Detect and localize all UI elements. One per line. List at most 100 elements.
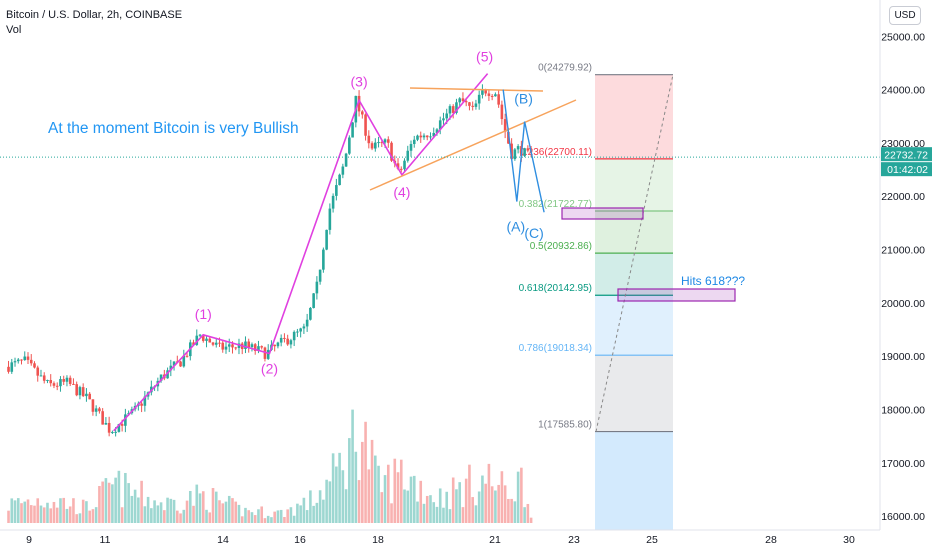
volume-bar bbox=[481, 475, 484, 523]
volume-bar bbox=[383, 475, 387, 523]
candle-body bbox=[474, 103, 478, 107]
fib-trend-line bbox=[595, 74, 674, 432]
fib-level-label: 0.382(21722.77) bbox=[519, 199, 592, 210]
volume-bar bbox=[10, 498, 14, 523]
volume-bar bbox=[416, 501, 419, 523]
volume-bar bbox=[104, 478, 108, 523]
time-tick-label: 14 bbox=[217, 534, 229, 546]
volume-bar bbox=[312, 505, 315, 523]
time-tick-label: 23 bbox=[568, 534, 580, 546]
volume-bar bbox=[253, 515, 257, 523]
candle-body bbox=[218, 342, 221, 344]
candle-body bbox=[182, 355, 186, 367]
volume-bar bbox=[133, 489, 137, 523]
volume-bar bbox=[120, 507, 124, 523]
candle-body bbox=[208, 338, 212, 343]
last-price-tag[interactable] bbox=[881, 147, 932, 162]
candle-body bbox=[396, 163, 400, 169]
candle-body bbox=[211, 342, 215, 345]
volume-bar bbox=[65, 508, 69, 523]
fib-zone bbox=[595, 158, 673, 212]
fib-level-label: 0.618(20142.95) bbox=[519, 283, 592, 294]
volume-bar bbox=[526, 503, 530, 523]
volume-bar bbox=[497, 484, 500, 523]
volume-bar bbox=[335, 466, 338, 523]
candle-body bbox=[266, 349, 270, 359]
candle-body bbox=[250, 344, 254, 348]
volume-bar bbox=[412, 475, 416, 523]
candle-body bbox=[59, 379, 62, 387]
volume-bar bbox=[494, 490, 497, 523]
volume-bar bbox=[88, 510, 91, 523]
fib-level-label: 0.5(20932.86) bbox=[530, 241, 592, 252]
volume-bar bbox=[425, 495, 429, 523]
candle-body bbox=[94, 408, 98, 412]
candle-body bbox=[380, 142, 384, 144]
candle-body bbox=[338, 174, 341, 186]
volume-bar bbox=[325, 479, 328, 523]
candle-body bbox=[299, 328, 302, 332]
fib-level-label: 0.786(19018.34) bbox=[519, 343, 592, 354]
candle-body bbox=[416, 135, 419, 140]
volume-bar bbox=[270, 517, 273, 523]
volume-bar bbox=[214, 491, 218, 523]
candle-body bbox=[435, 129, 439, 133]
candle-body bbox=[438, 120, 442, 130]
volume-bar bbox=[114, 477, 117, 523]
volume-bar bbox=[169, 498, 173, 523]
volume-bar bbox=[227, 495, 231, 523]
candle-body bbox=[432, 132, 436, 137]
plot-area[interactable] bbox=[0, 0, 880, 530]
candle-body bbox=[374, 142, 377, 149]
candle-body bbox=[273, 344, 276, 347]
volume-bar bbox=[448, 509, 452, 523]
volume-bar bbox=[357, 480, 361, 523]
volume-bar bbox=[500, 471, 504, 523]
time-tick-label: 18 bbox=[372, 534, 384, 546]
candle-body bbox=[513, 149, 517, 160]
wave-label-c: (C) bbox=[524, 225, 543, 241]
elliott-wave-path bbox=[113, 73, 489, 432]
wave-label-2: (2) bbox=[261, 360, 278, 376]
volume-bar bbox=[33, 505, 36, 523]
resistance-trendline bbox=[409, 87, 544, 92]
target-box-382[interactable] bbox=[561, 207, 644, 220]
volume-bar bbox=[338, 452, 341, 523]
volume-bar bbox=[351, 409, 354, 523]
volume-bar bbox=[39, 505, 43, 523]
volume-bar bbox=[374, 455, 377, 523]
candle-body bbox=[344, 153, 348, 167]
candle-body bbox=[312, 293, 315, 308]
volume-bar bbox=[211, 488, 215, 523]
fib-level-label: 1(17585.80) bbox=[538, 420, 592, 431]
price-tick-label: 23000.00 bbox=[881, 138, 925, 150]
volume-bar bbox=[396, 472, 400, 523]
candle-body bbox=[124, 414, 127, 426]
currency-button[interactable]: USD bbox=[889, 6, 921, 25]
volume-bar bbox=[159, 502, 163, 523]
candle-body bbox=[361, 111, 364, 115]
candle-body bbox=[224, 346, 228, 350]
candle-body bbox=[244, 341, 247, 350]
volume-bar bbox=[461, 507, 465, 523]
candle-body bbox=[104, 422, 108, 425]
volume-bar bbox=[451, 477, 455, 523]
volume-bar bbox=[72, 498, 75, 523]
volume-bar bbox=[107, 482, 111, 523]
volume-bar bbox=[150, 508, 153, 523]
candle-body bbox=[448, 106, 452, 114]
volume-bar bbox=[367, 469, 371, 523]
fib-zone bbox=[595, 253, 673, 296]
last-price-value: 22732.72 bbox=[884, 150, 928, 162]
volume-bar bbox=[250, 512, 254, 523]
volume-bar bbox=[42, 507, 46, 523]
volume-bar bbox=[322, 499, 325, 523]
target-box-618[interactable] bbox=[617, 288, 736, 302]
volume-bar bbox=[260, 506, 263, 523]
candle-body bbox=[451, 106, 455, 113]
volume-bar bbox=[266, 515, 270, 523]
volume-bar bbox=[244, 507, 247, 523]
hits-618-note: Hits 618??? bbox=[681, 274, 745, 288]
candle-body bbox=[201, 334, 205, 341]
